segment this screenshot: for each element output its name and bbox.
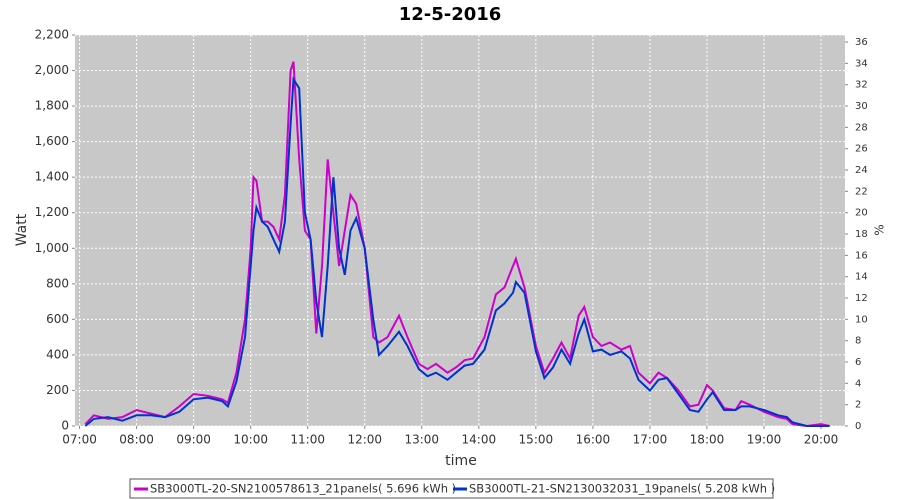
y2-tick-label: 32 xyxy=(855,80,868,91)
y-tick-label: 2,200 xyxy=(35,28,69,42)
plot-area xyxy=(75,35,845,426)
x-tick-label: 19:00 xyxy=(747,433,782,447)
x-tick-label: 12:00 xyxy=(347,433,382,447)
y-tick-label: 1,400 xyxy=(35,170,69,184)
y2-tick-label: 24 xyxy=(855,165,868,176)
y2-tick-label: 10 xyxy=(855,314,868,325)
y-tick-label: 400 xyxy=(46,347,69,361)
x-tick-label: 07:00 xyxy=(62,433,97,447)
y2-tick-label: 8 xyxy=(855,336,861,347)
y2-tick-label: 12 xyxy=(855,293,868,304)
x-tick-label: 13:00 xyxy=(404,433,439,447)
y-tick-label: 0 xyxy=(61,419,69,433)
x-tick-label: 17:00 xyxy=(633,433,668,447)
y2-tick-label: 6 xyxy=(855,357,861,368)
y-tick-label: 1,000 xyxy=(35,241,69,255)
x-tick-label: 11:00 xyxy=(290,433,325,447)
legend xyxy=(129,478,774,499)
y-axis-label: Watt xyxy=(14,213,30,246)
series-line xyxy=(84,61,830,428)
y-tick-label: 2,000 xyxy=(35,63,69,77)
legend-label: SB3000TL-20-SN2100578613_21panels( 5.696… xyxy=(150,482,456,496)
x-tick-label: 16:00 xyxy=(576,433,611,447)
x-tick-label: 14:00 xyxy=(462,433,497,447)
y2-tick-label: 2 xyxy=(855,400,861,411)
y2-tick-label: 4 xyxy=(855,378,861,389)
x-tick-label: 20:00 xyxy=(804,433,839,447)
chart-title: 12-5-2016 xyxy=(399,4,502,25)
y-tick-label: 1,600 xyxy=(35,134,69,148)
y2-tick-label: 26 xyxy=(855,144,868,155)
x-tick-label: 08:00 xyxy=(119,433,154,447)
y-tick-label: 1,800 xyxy=(35,99,69,113)
y-tick-label: 1,200 xyxy=(35,205,69,219)
y2-tick-label: 0 xyxy=(855,421,861,432)
y2-tick-label: 36 xyxy=(855,37,868,48)
x-axis-label: time xyxy=(445,453,477,469)
y2-tick-label: 16 xyxy=(855,250,868,261)
y2-tick-label: 34 xyxy=(855,58,868,69)
series-line xyxy=(84,76,830,427)
y-tick-label: 200 xyxy=(46,383,69,397)
x-tick-label: 15:00 xyxy=(519,433,554,447)
legend-label: SB3000TL-21-SN2130032031_19panels( 5.208… xyxy=(469,482,775,496)
y2-tick-label: 28 xyxy=(855,122,868,133)
x-tick-label: 18:00 xyxy=(690,433,725,447)
y2-tick-label: 22 xyxy=(855,186,868,197)
y2-tick-label: 20 xyxy=(855,208,868,219)
y2-tick-label: 14 xyxy=(855,272,868,283)
x-tick-label: 09:00 xyxy=(176,433,211,447)
y2-axis-label: % xyxy=(873,224,887,235)
y2-tick-label: 18 xyxy=(855,229,868,240)
y2-tick-label: 30 xyxy=(855,101,868,112)
y-tick-label: 800 xyxy=(46,276,69,290)
x-tick-label: 10:00 xyxy=(233,433,268,447)
y-tick-label: 600 xyxy=(46,312,69,326)
